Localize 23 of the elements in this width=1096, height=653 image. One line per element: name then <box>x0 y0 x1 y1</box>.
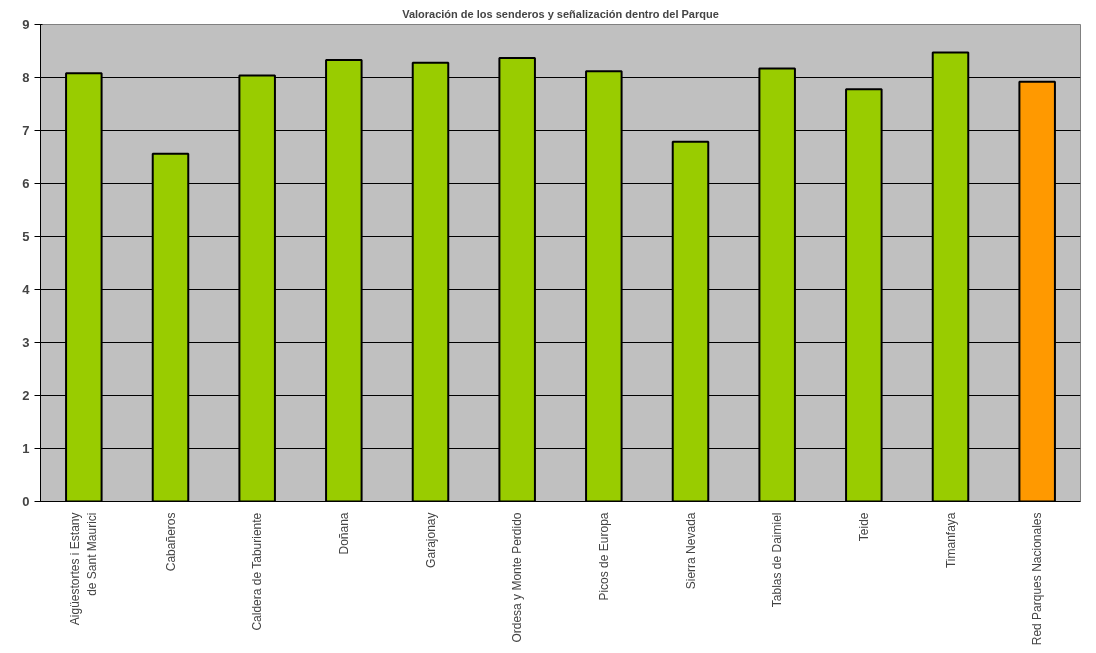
y-tick-label: 0 <box>22 494 30 509</box>
x-tick-label: Cabañeros <box>163 512 178 572</box>
y-tick-label: 2 <box>22 388 30 403</box>
y-tick-label: 6 <box>22 176 30 191</box>
x-tick-label: Tablas de Daimiel <box>770 512 785 608</box>
x-tick-label: Aigüestortes i Estany de Sant Maurici <box>68 512 100 626</box>
x-tick-label: Sierra Nevada <box>683 512 698 590</box>
x-tick-label: Timanfaya <box>943 512 958 569</box>
y-tick-label: 3 <box>22 335 30 350</box>
y-tick-label: 4 <box>22 282 31 297</box>
x-tick-label: Red Parques Nacionales <box>1030 512 1045 646</box>
x-tick-label: Garajonay <box>423 512 438 568</box>
y-tick-label: 7 <box>22 123 30 138</box>
x-tick-label: Teide <box>856 512 871 542</box>
y-tick-label: 8 <box>22 70 30 85</box>
x-tick-label: Caldera de Taburiente <box>250 512 265 631</box>
y-tick-label: 9 <box>22 17 30 32</box>
x-tick-label: Doñana <box>336 512 351 555</box>
chart-title: Valoración de los senderos y señalización dentro del Parque <box>402 7 719 20</box>
y-tick-label: 5 <box>22 229 30 244</box>
x-tick-label: Picos de Europa <box>596 512 611 601</box>
y-tick-label: 1 <box>22 441 30 456</box>
x-tick-label: Ordesa y Monte Perdido <box>510 512 525 643</box>
